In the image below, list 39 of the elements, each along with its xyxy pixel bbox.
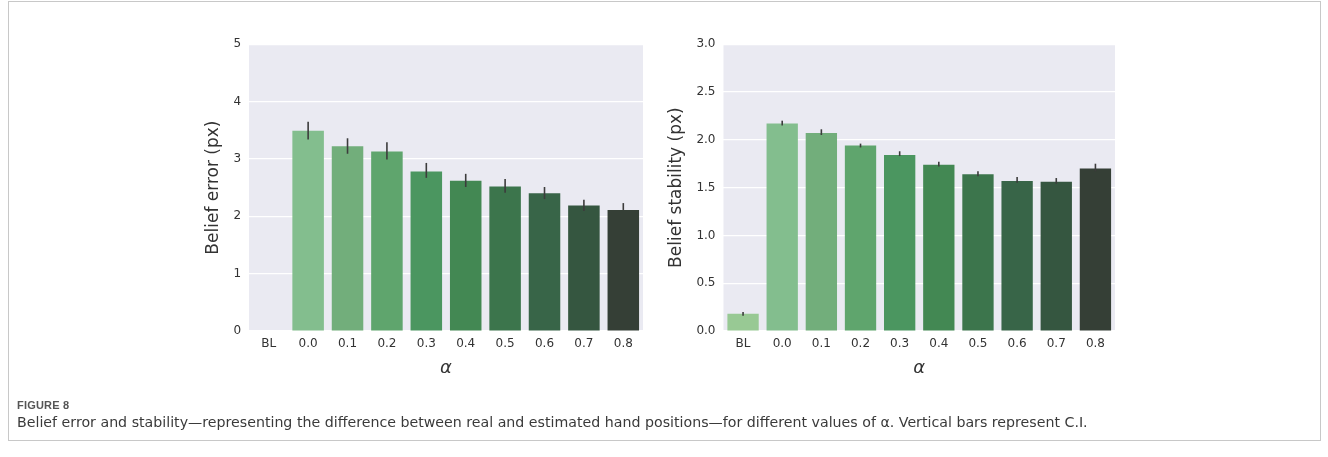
x-tick-label: 0.1	[811, 336, 831, 351]
x-tick-label: 0.4	[456, 336, 476, 351]
x-tick-label: 0.8	[613, 336, 633, 351]
x-tick-label: 0.8	[1085, 336, 1105, 351]
x-tick-label: 0.6	[534, 336, 555, 351]
y-tick-label: 1.0	[696, 227, 716, 242]
x-tick-label: 0.5	[968, 336, 988, 351]
x-tick-label: 0.2	[377, 336, 397, 351]
x-tick-label: 0.5	[495, 336, 515, 351]
x-axis-title: α	[440, 355, 453, 377]
y-tick-label: 2.5	[696, 84, 716, 99]
y-tick-label: 0	[233, 323, 242, 338]
y-axis-title: Belief stability (px)	[664, 107, 685, 268]
x-tick-label: 0.7	[1046, 336, 1066, 351]
text: Belief error and stability—representing the difference between real and estimated hand positions—for different values of α. Vertical bars represent C.I.	[17, 414, 1089, 430]
caption: FIGURE 8	[17, 399, 71, 411]
y-axis-title: Belief error (px)	[201, 120, 222, 255]
y-tick-label: 2	[233, 208, 242, 223]
x-tick-label: 0.3	[416, 336, 436, 351]
x-tick-label: BL	[735, 336, 751, 351]
y-tick-label: 0.0	[696, 323, 716, 338]
x-tick-label: BL	[261, 336, 277, 351]
y-tick-label: 1.5	[696, 179, 716, 194]
y-tick-label: 4	[233, 93, 242, 108]
y-tick-label: 0.5	[696, 275, 716, 290]
x-tick-label: 0.6	[1007, 336, 1027, 351]
y-tick-label: 3	[233, 151, 242, 166]
x-tick-label: 0.1	[337, 336, 358, 351]
x-tick-label: 0.7	[574, 336, 594, 351]
y-tick-label: 5	[233, 36, 242, 51]
y-tick-label: 1	[233, 265, 242, 280]
x-axis-title: α	[913, 355, 926, 377]
x-tick-label: 0.0	[772, 336, 792, 351]
y-tick-label: 2.0	[696, 131, 716, 146]
x-tick-label: 0.3	[890, 336, 910, 351]
x-tick-label: 0.4	[929, 336, 949, 351]
x-tick-label: 0.2	[850, 336, 871, 351]
y-tick-label: 3.0	[696, 36, 716, 51]
x-tick-label: 0.0	[298, 336, 318, 351]
